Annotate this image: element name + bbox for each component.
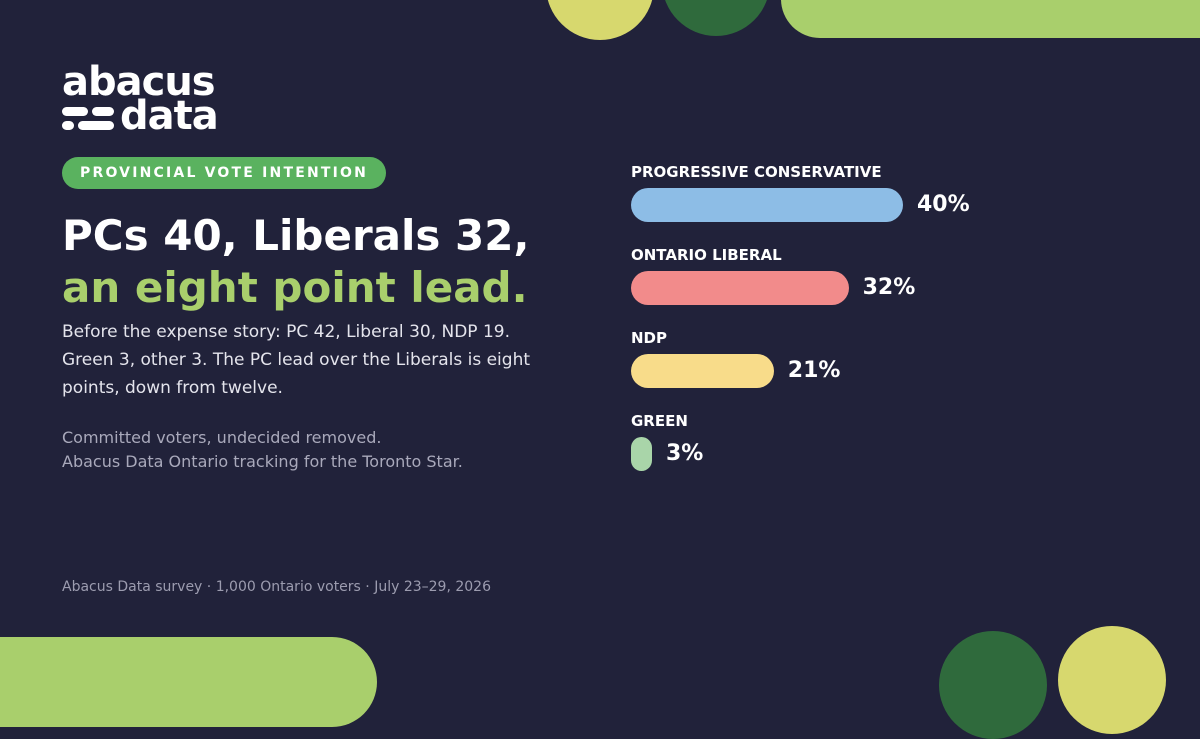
bar-category-label: ONTARIO LIBERAL <box>631 246 782 264</box>
section-tag: PROVINCIAL VOTE INTENTION <box>62 157 387 189</box>
note-line-1: Committed voters, undecided removed. <box>62 428 382 447</box>
bar-row: ONTARIO LIBERAL 32% <box>631 243 1151 313</box>
abacus-data-logo: abacus data <box>62 59 232 139</box>
methodology-note: Committed voters, undecided removed. Aba… <box>62 426 582 474</box>
bar-row: PROGRESSIVE CONSERVATIVE 40% <box>631 160 1151 230</box>
logo-word-abacus: abacus <box>62 59 216 105</box>
bar <box>631 354 774 388</box>
logo-dash-mark <box>62 104 116 132</box>
bar-value-label: 3% <box>666 441 704 466</box>
bar <box>631 188 903 222</box>
note-line-2: Abacus Data Ontario tracking for the Tor… <box>62 452 463 471</box>
bar-category-label: GREEN <box>631 412 688 430</box>
body-paragraph: Before the expense story: PC 42, Liberal… <box>62 322 531 398</box>
deco-circle-bottom-dark-green <box>939 631 1047 739</box>
deco-band-bottom-green <box>0 637 377 727</box>
deco-circle-top-yellow <box>546 0 654 40</box>
deco-circle-bottom-yellow <box>1058 626 1166 734</box>
bar <box>631 437 652 471</box>
bar <box>631 271 849 305</box>
headline-line-1: PCs 40, Liberals 32, <box>62 211 530 260</box>
bar-value-label: 40% <box>917 192 970 217</box>
bar-category-label: PROGRESSIVE CONSERVATIVE <box>631 163 882 181</box>
headline-line-2: an eight point lead. <box>62 263 528 312</box>
bar-category-label: NDP <box>631 329 667 347</box>
bar-row: NDP 21% <box>631 326 1151 396</box>
headline: PCs 40, Liberals 32, an eight point lead… <box>62 210 529 314</box>
deco-band-top-green <box>781 0 1200 38</box>
deco-circle-top-dark-green <box>662 0 770 36</box>
logo-word-data: data <box>120 93 219 139</box>
bar-value-label: 21% <box>787 358 841 383</box>
vote-intention-bar-chart: PROGRESSIVE CONSERVATIVE 40% ONTARIO LIBER… <box>631 160 1151 490</box>
bar-row: GREEN 3% <box>631 409 1151 479</box>
source-line: Abacus Data survey · 1,000 Ontario voter… <box>62 579 491 595</box>
bar-value-label: 32% <box>862 275 916 300</box>
